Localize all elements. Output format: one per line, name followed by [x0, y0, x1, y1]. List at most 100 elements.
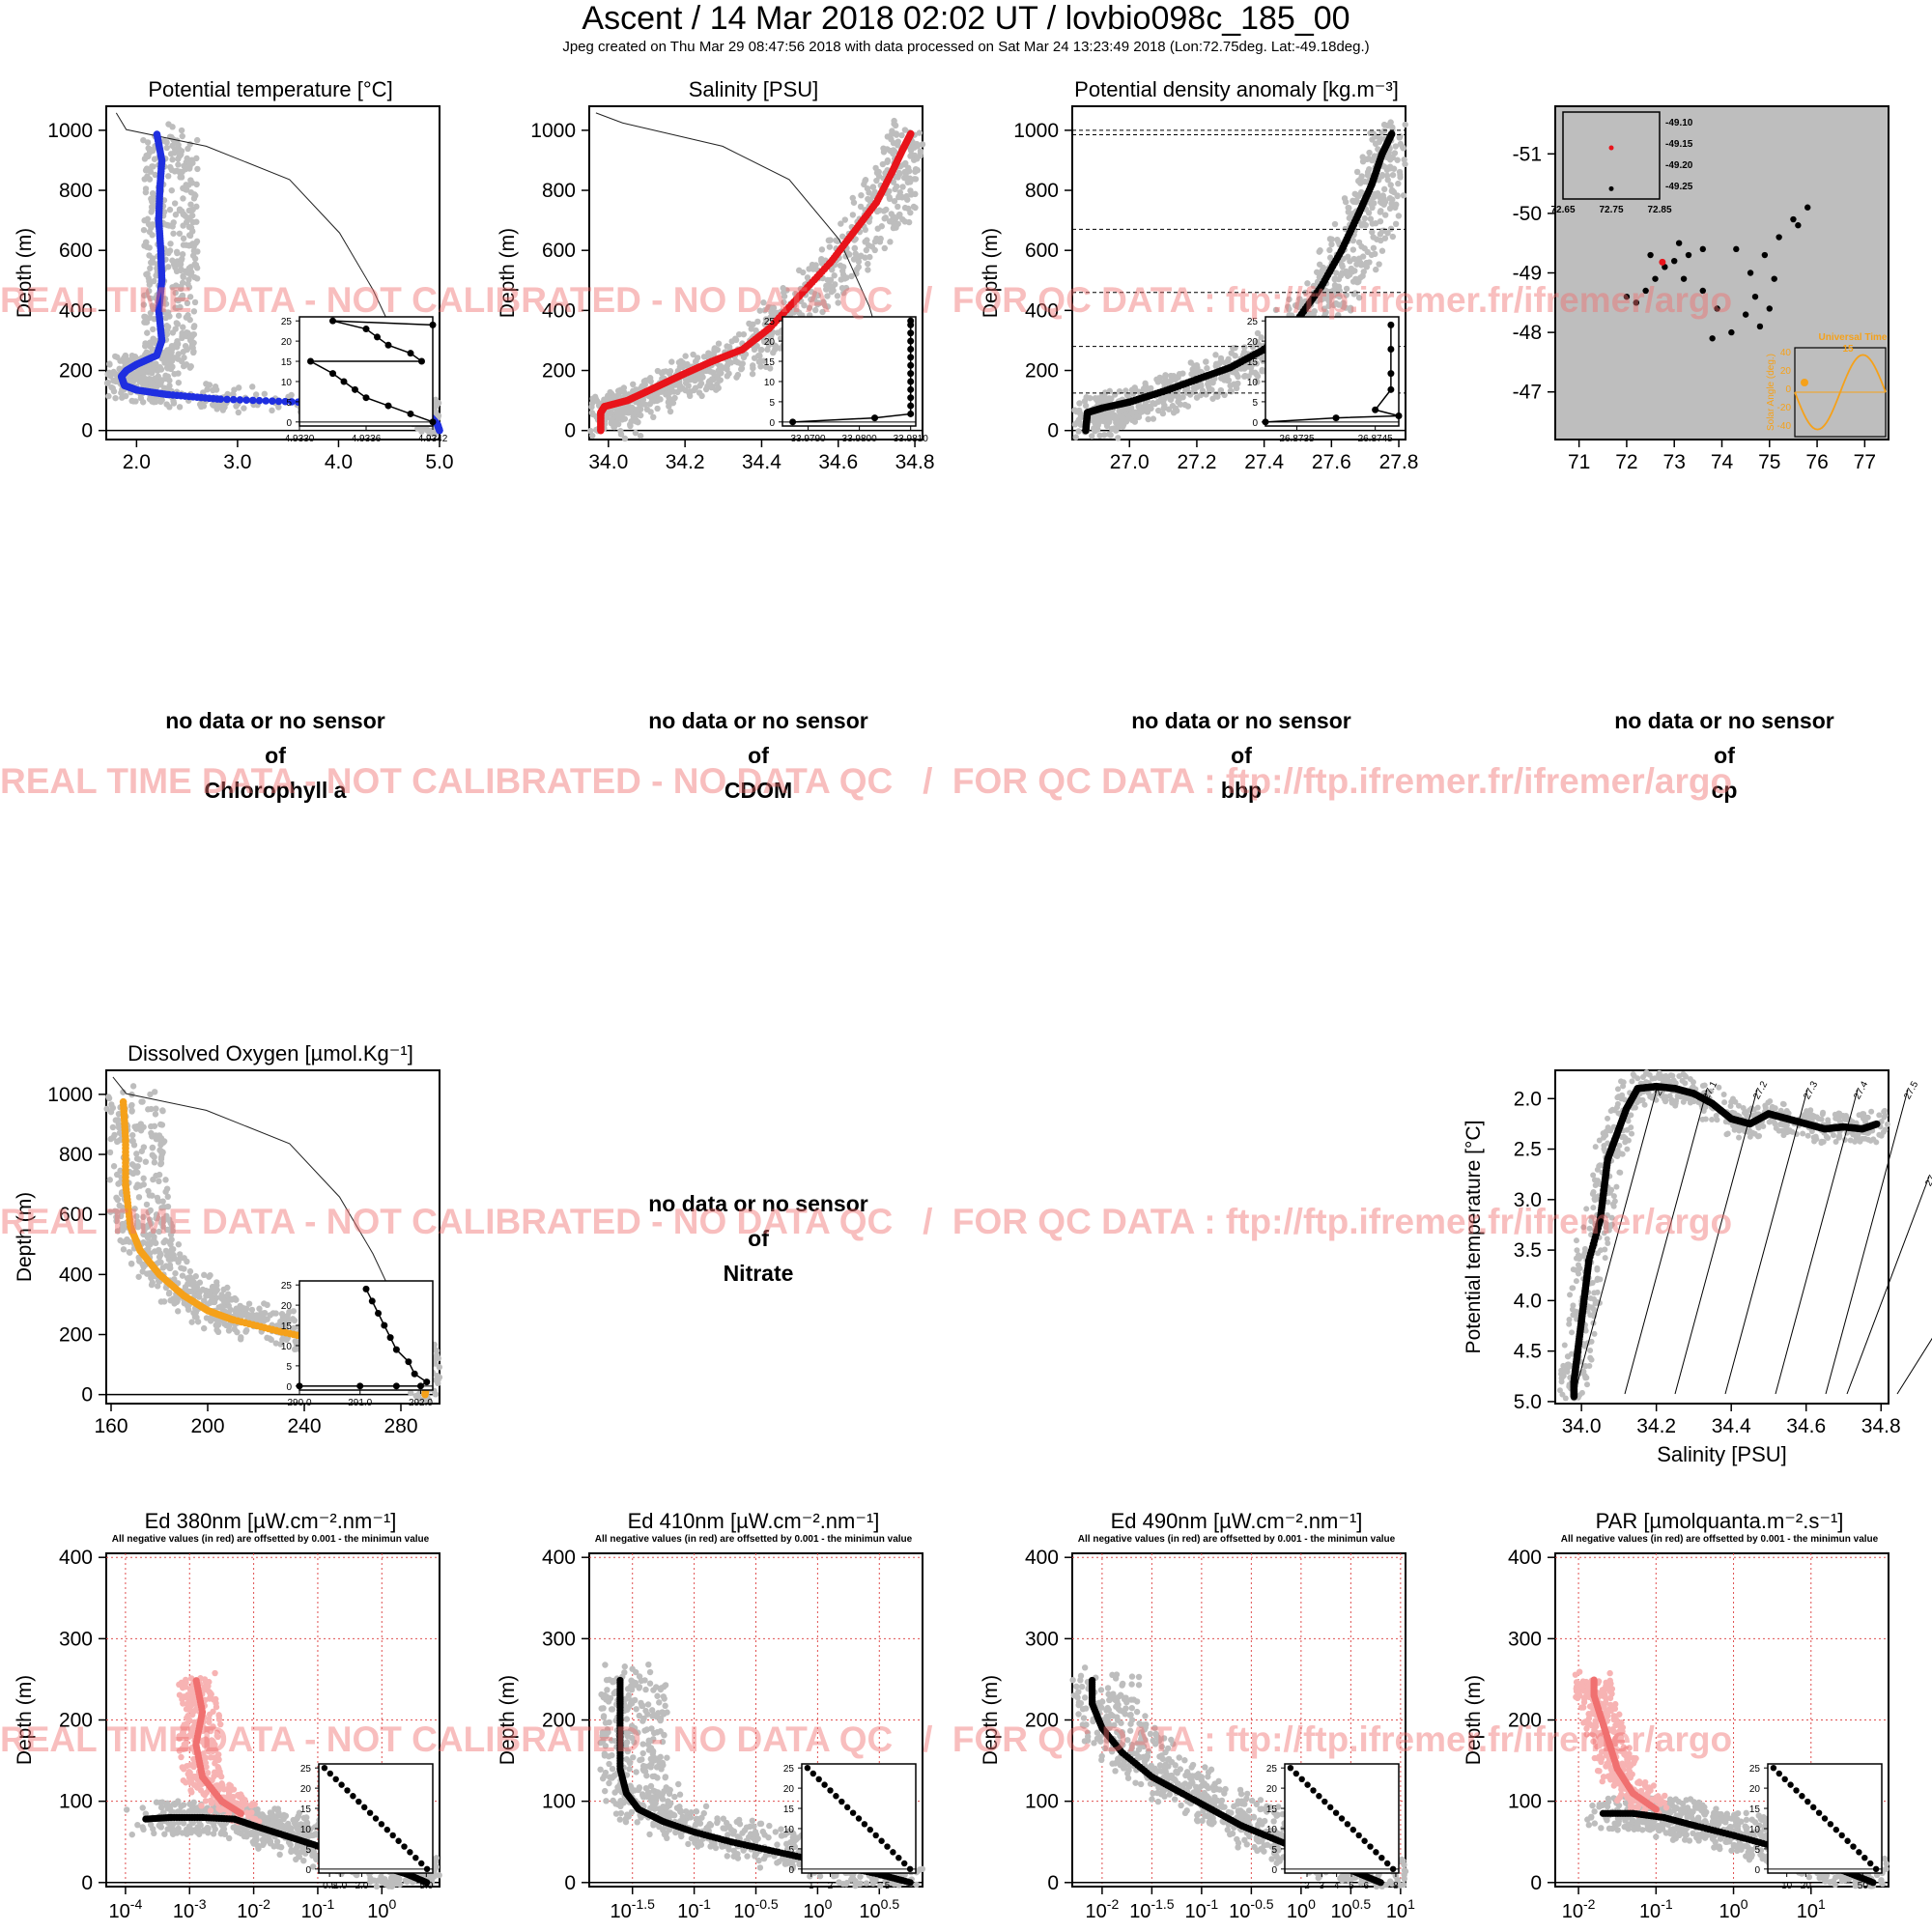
map-track-point: [1733, 245, 1740, 253]
sal-history-point: [780, 285, 786, 292]
dens-history-point: [1206, 384, 1212, 390]
map-xtick-label: 71: [1568, 451, 1590, 473]
oxy-history-point: [142, 1158, 150, 1165]
sal-inset-point: [907, 370, 915, 378]
map-track-point: [1795, 222, 1802, 229]
oxy-history-point: [139, 1098, 146, 1105]
page-subtitle: Jpeg created on Thu Mar 29 08:47:56 2018…: [562, 39, 1370, 55]
sal-history-point: [884, 146, 891, 153]
dens-xtick-label: 27.2: [1178, 451, 1217, 473]
sal-history-point: [749, 370, 756, 378]
temp-history-point: [193, 136, 201, 144]
sal-inset-ytick-label: 25: [764, 317, 776, 327]
temp-history-point: [414, 425, 421, 432]
temp-history-point: [192, 240, 199, 246]
oxy-history-point: [111, 1131, 118, 1139]
temp-inset-ytick-label: 25: [281, 317, 293, 327]
ts-ytick-label: 4.5: [1514, 1341, 1542, 1363]
oxy-history-point: [128, 1260, 135, 1267]
temp-data-point: [229, 395, 238, 404]
oxy-inset-ytick-label: 15: [281, 1321, 293, 1332]
oxy-xtick-label: 160: [94, 1415, 128, 1437]
oxy-title: Dissolved Oxygen [µmol.Kg⁻¹]: [128, 1041, 413, 1065]
sal-history-point: [801, 301, 808, 309]
dens-history-point: [1087, 394, 1094, 402]
dens-history-point: [1326, 246, 1333, 254]
temp-history-point: [191, 255, 199, 263]
ts-ytick-label: 2.0: [1514, 1088, 1542, 1110]
oxy-ytick-label: 1000: [47, 1084, 93, 1106]
ts-history-point: [1580, 1224, 1587, 1231]
oxy-history-point: [193, 1284, 200, 1292]
dens-history-point: [1115, 435, 1122, 441]
temp-history-point: [149, 189, 156, 197]
oxy-history-point: [119, 1238, 127, 1245]
oxy-history-point: [149, 1151, 156, 1158]
oxy-history-point: [164, 1226, 172, 1234]
temp-history-point: [143, 239, 150, 246]
ts-history-point: [1804, 1132, 1811, 1139]
oxy-history-point: [165, 1291, 173, 1297]
temp-history-point: [123, 392, 129, 400]
temp-history-point: [153, 384, 160, 391]
nodata-line1: no data or no sensor: [1614, 708, 1834, 733]
sal-ytick-label: 600: [542, 240, 576, 262]
dens-history-point: [1394, 192, 1401, 200]
dens-history-point: [1321, 305, 1328, 312]
sal-history-point: [835, 299, 841, 306]
temp-history-point: [212, 384, 219, 390]
temp-history-point: [172, 326, 179, 332]
sal-history-point: [647, 409, 654, 415]
map-track-point: [1699, 245, 1706, 253]
temp-inset-point: [429, 418, 437, 426]
dens-history-point: [1119, 414, 1125, 421]
map-ytick-label: -48: [1513, 322, 1542, 344]
ts-history-point: [1779, 1100, 1786, 1107]
temp-inset-xtick-label: 4.9330: [285, 434, 315, 444]
dens-history-point: [1116, 387, 1123, 395]
map-sun-ytick: 20: [1780, 366, 1792, 377]
dens-history-point: [1125, 414, 1132, 422]
dens-history-point: [1204, 364, 1210, 372]
temp-history-point: [145, 145, 152, 152]
sal-history-point: [692, 377, 698, 384]
oxy-history-point: [128, 1102, 135, 1110]
dens-history-point: [1395, 213, 1403, 219]
map-xtick-label: 74: [1711, 451, 1734, 473]
sal-history-point: [824, 303, 832, 310]
temp-history-point: [179, 132, 185, 140]
dens-history-point: [1383, 172, 1391, 180]
dens-inset-point: [1332, 414, 1340, 422]
dens-history-point: [1395, 180, 1402, 187]
dens-xtick-label: 27.4: [1244, 451, 1284, 473]
sal-history-point: [699, 374, 706, 381]
dens-history-point: [1392, 220, 1400, 228]
dens-history-point: [1331, 220, 1339, 228]
temp-history-point: [166, 383, 173, 389]
temp-data-point: [242, 396, 250, 404]
dens-history-point: [1353, 197, 1360, 204]
temp-history-point: [186, 294, 194, 300]
dens-history-point: [1309, 310, 1316, 318]
temp-history-point: [178, 283, 185, 290]
temp-history-point: [187, 201, 194, 208]
map-inset-xtick-label: 72.65: [1550, 205, 1575, 215]
ts-history-point: [1604, 1211, 1610, 1218]
temp-history-point: [178, 151, 185, 158]
oxy-inset-xtick-label: 290.0: [287, 1398, 311, 1408]
dens-history-point: [1109, 413, 1116, 420]
map-track-point: [1766, 305, 1773, 312]
dens-history-point: [1359, 154, 1366, 160]
oxy-history-point: [151, 1122, 158, 1129]
oxy-inset-point: [392, 1346, 400, 1353]
dens-history-point: [1388, 200, 1395, 208]
dens-history-point: [1135, 403, 1142, 411]
ts-history-point: [1882, 1107, 1889, 1114]
ts-history-point: [1876, 1112, 1883, 1119]
oxy-history-point: [118, 1212, 125, 1220]
sal-history-point: [901, 204, 909, 212]
temp-history-point: [229, 390, 237, 398]
sal-history-point: [834, 293, 841, 299]
dens-history-point: [1131, 418, 1139, 425]
sal-inset-point: [907, 317, 915, 325]
